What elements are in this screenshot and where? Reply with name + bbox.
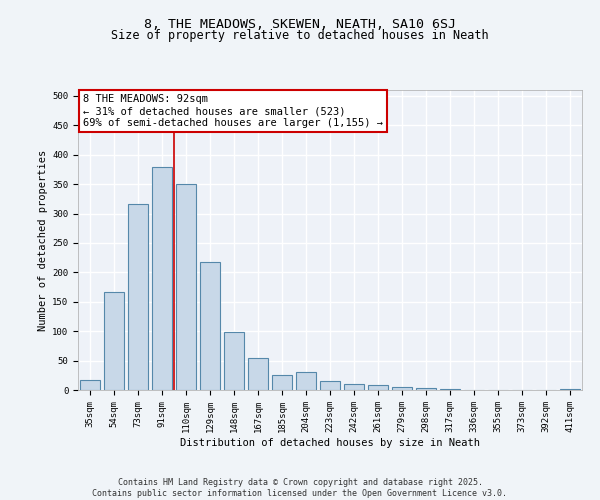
Bar (152, 167, 172, 390)
Bar (200, 262, 220, 390)
Bar (272, 374, 292, 390)
Y-axis label: Number of detached properties: Number of detached properties (38, 150, 48, 330)
Text: Contains HM Land Registry data © Crown copyright and database right 2025.
Contai: Contains HM Land Registry data © Crown c… (92, 478, 508, 498)
Text: Size of property relative to detached houses in Neath: Size of property relative to detached ho… (111, 29, 489, 42)
Text: 8 THE MEADOWS: 92sqm
← 31% of detached houses are smaller (523)
69% of semi-deta: 8 THE MEADOWS: 92sqm ← 31% of detached h… (83, 94, 383, 128)
Bar (320, 381, 340, 390)
Bar (80, 380, 100, 390)
Bar (104, 292, 124, 390)
Text: 8, THE MEADOWS, SKEWEN, NEATH, SA10 6SJ: 8, THE MEADOWS, SKEWEN, NEATH, SA10 6SJ (144, 18, 456, 30)
Bar (224, 332, 244, 390)
X-axis label: Distribution of detached houses by size in Neath: Distribution of detached houses by size … (180, 438, 480, 448)
Bar (344, 384, 364, 390)
Bar (176, 184, 196, 390)
Bar (416, 388, 436, 390)
Bar (128, 204, 148, 390)
Bar (392, 387, 412, 390)
Bar (296, 372, 316, 390)
Bar (368, 386, 388, 390)
Bar (248, 358, 268, 390)
